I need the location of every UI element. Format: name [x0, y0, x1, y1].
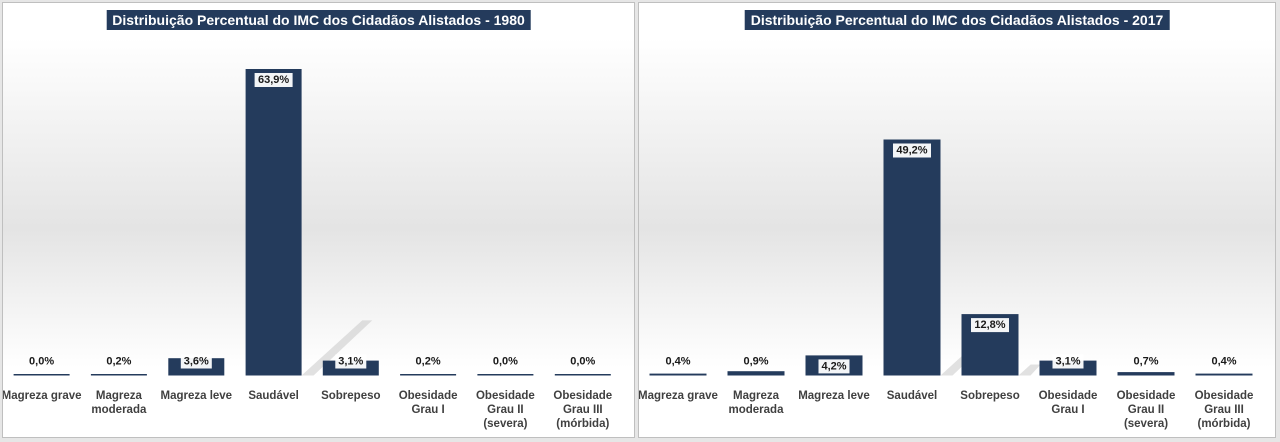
bar-1	[90, 374, 147, 376]
chart-panel-1980: Distribuição Percentual do IMC dos Cidad…	[2, 2, 635, 438]
data-label-5: 3,1%	[1055, 356, 1080, 368]
data-label-6: 0,0%	[493, 356, 518, 368]
category-label-3: Saudável	[887, 390, 938, 402]
bar-7	[554, 374, 611, 376]
bar-chart-1980: 0,0% Magreza grave 0,2% Magreza moderada 3,6%…	[3, 69, 612, 430]
data-label-4: 12,8%	[974, 319, 1005, 331]
chart-panel-2017: Distribuição Percentual do IMC dos Cidad…	[638, 2, 1276, 438]
bar-shadow	[301, 320, 373, 376]
bar-0	[649, 373, 707, 376]
chart-title: Distribuição Percentual do IMC dos Cidad…	[106, 10, 531, 30]
category-label-1: Magreza moderada	[729, 390, 785, 416]
category-label-3: Saudável	[248, 390, 299, 402]
category-label-4: Sobrepeso	[960, 390, 1019, 402]
data-label-2: 3,6%	[184, 356, 209, 368]
data-label-bg	[254, 73, 293, 87]
data-label-bg	[335, 354, 367, 369]
chart-title: Distribuição Percentual do IMC dos Cidad…	[744, 10, 1170, 30]
bar-6	[1117, 372, 1175, 376]
data-label-bg	[971, 318, 1009, 333]
data-label-3: 63,9%	[258, 74, 289, 86]
bar-6	[477, 374, 534, 376]
data-label-7: 0,4%	[1211, 356, 1236, 368]
category-label-0: Magreza grave	[639, 390, 718, 402]
data-label-1: 0,2%	[106, 356, 131, 368]
data-label-7: 0,0%	[570, 356, 595, 368]
data-label-2: 4,2%	[821, 360, 846, 372]
category-label-1: Magreza moderada	[91, 390, 147, 416]
category-label-7: Obesidade Grau III (mórbida)	[553, 390, 612, 430]
category-label-7: Obesidade Grau III (mórbida)	[1195, 390, 1254, 430]
bar-5	[400, 374, 457, 376]
category-label-6: Obesidade Grau II (severa)	[1117, 390, 1176, 430]
data-label-6: 0,7%	[1133, 356, 1158, 368]
bar-3	[245, 69, 302, 376]
data-label-3: 49,2%	[896, 145, 927, 157]
data-label-bg	[1052, 354, 1084, 369]
data-label-bg	[818, 359, 850, 374]
category-label-5: Obesidade Grau I	[399, 390, 458, 416]
bar-7	[1195, 373, 1253, 376]
data-label-bg	[180, 354, 212, 369]
data-label-4: 3,1%	[338, 356, 363, 368]
data-label-0: 0,0%	[29, 356, 54, 368]
category-label-2: Magreza leve	[160, 390, 232, 402]
bar-chart-2017: 0,4% Magreza grave 0,9% Magreza moderada 4,2%…	[639, 139, 1254, 430]
data-label-0: 0,4%	[665, 356, 690, 368]
category-label-6: Obesidade Grau II (severa)	[476, 390, 535, 430]
category-label-0: Magreza grave	[3, 390, 82, 402]
category-label-2: Magreza leve	[798, 390, 870, 402]
category-label-5: Obesidade Grau I	[1039, 390, 1098, 416]
data-label-1: 0,9%	[743, 356, 768, 368]
bar-0	[13, 374, 70, 376]
bar-1	[727, 371, 785, 376]
data-label-5: 0,2%	[416, 356, 441, 368]
bar-shadow	[1018, 364, 1041, 376]
bar-3	[883, 139, 941, 376]
data-label-bg	[893, 143, 931, 158]
category-label-4: Sobrepeso	[321, 390, 380, 402]
